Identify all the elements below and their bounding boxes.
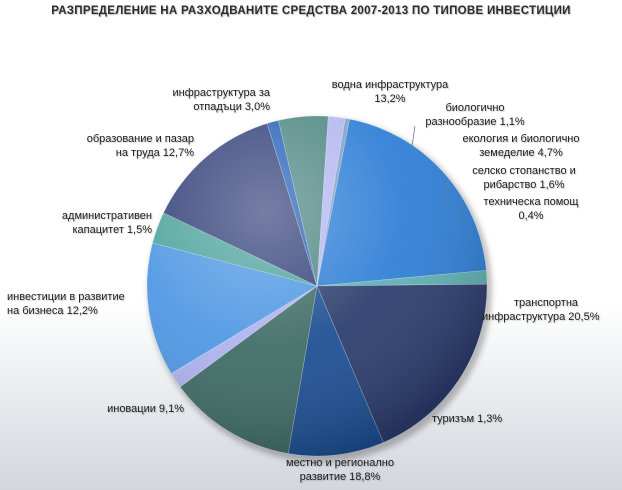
leader-line (457, 205, 463, 215)
label-business: инвестиции в развитие на бизнеса 12,2% (7, 291, 125, 317)
label-education: образование и пазар на труда 12,7% (86, 133, 194, 159)
leader-line (445, 182, 450, 197)
label-transport: транспортна инфраструктура 20,5% (482, 297, 600, 323)
label-agriculture: селско стопанство и рибарство 1,6% (472, 165, 576, 191)
chart-title: РАЗПРЕДЕЛЕНИЕ НА РАЗХОДВАНИТЕ СРЕДСТВА 2… (51, 5, 571, 17)
label-admin-capacity: административен капацитет 1,5% (61, 210, 152, 236)
label-water: водна инфраструктура 13,2% (331, 79, 449, 105)
label-tourism: туризъм 1,3% (432, 413, 503, 425)
label-waste: инфраструктура за отпадъци 3,0% (172, 87, 270, 113)
label-innovation: иновации 9,1% (107, 403, 184, 415)
label-biodiversity: биологично разнообразие 1,1% (425, 102, 525, 128)
label-ecology: екология и биологично земеделие 4,7% (462, 133, 580, 159)
label-local-regional: местно и регионално развитие 18,8% (286, 457, 394, 483)
leader-line (411, 125, 416, 147)
label-technical-assistance: техническа помощ 0,4% (483, 196, 579, 222)
